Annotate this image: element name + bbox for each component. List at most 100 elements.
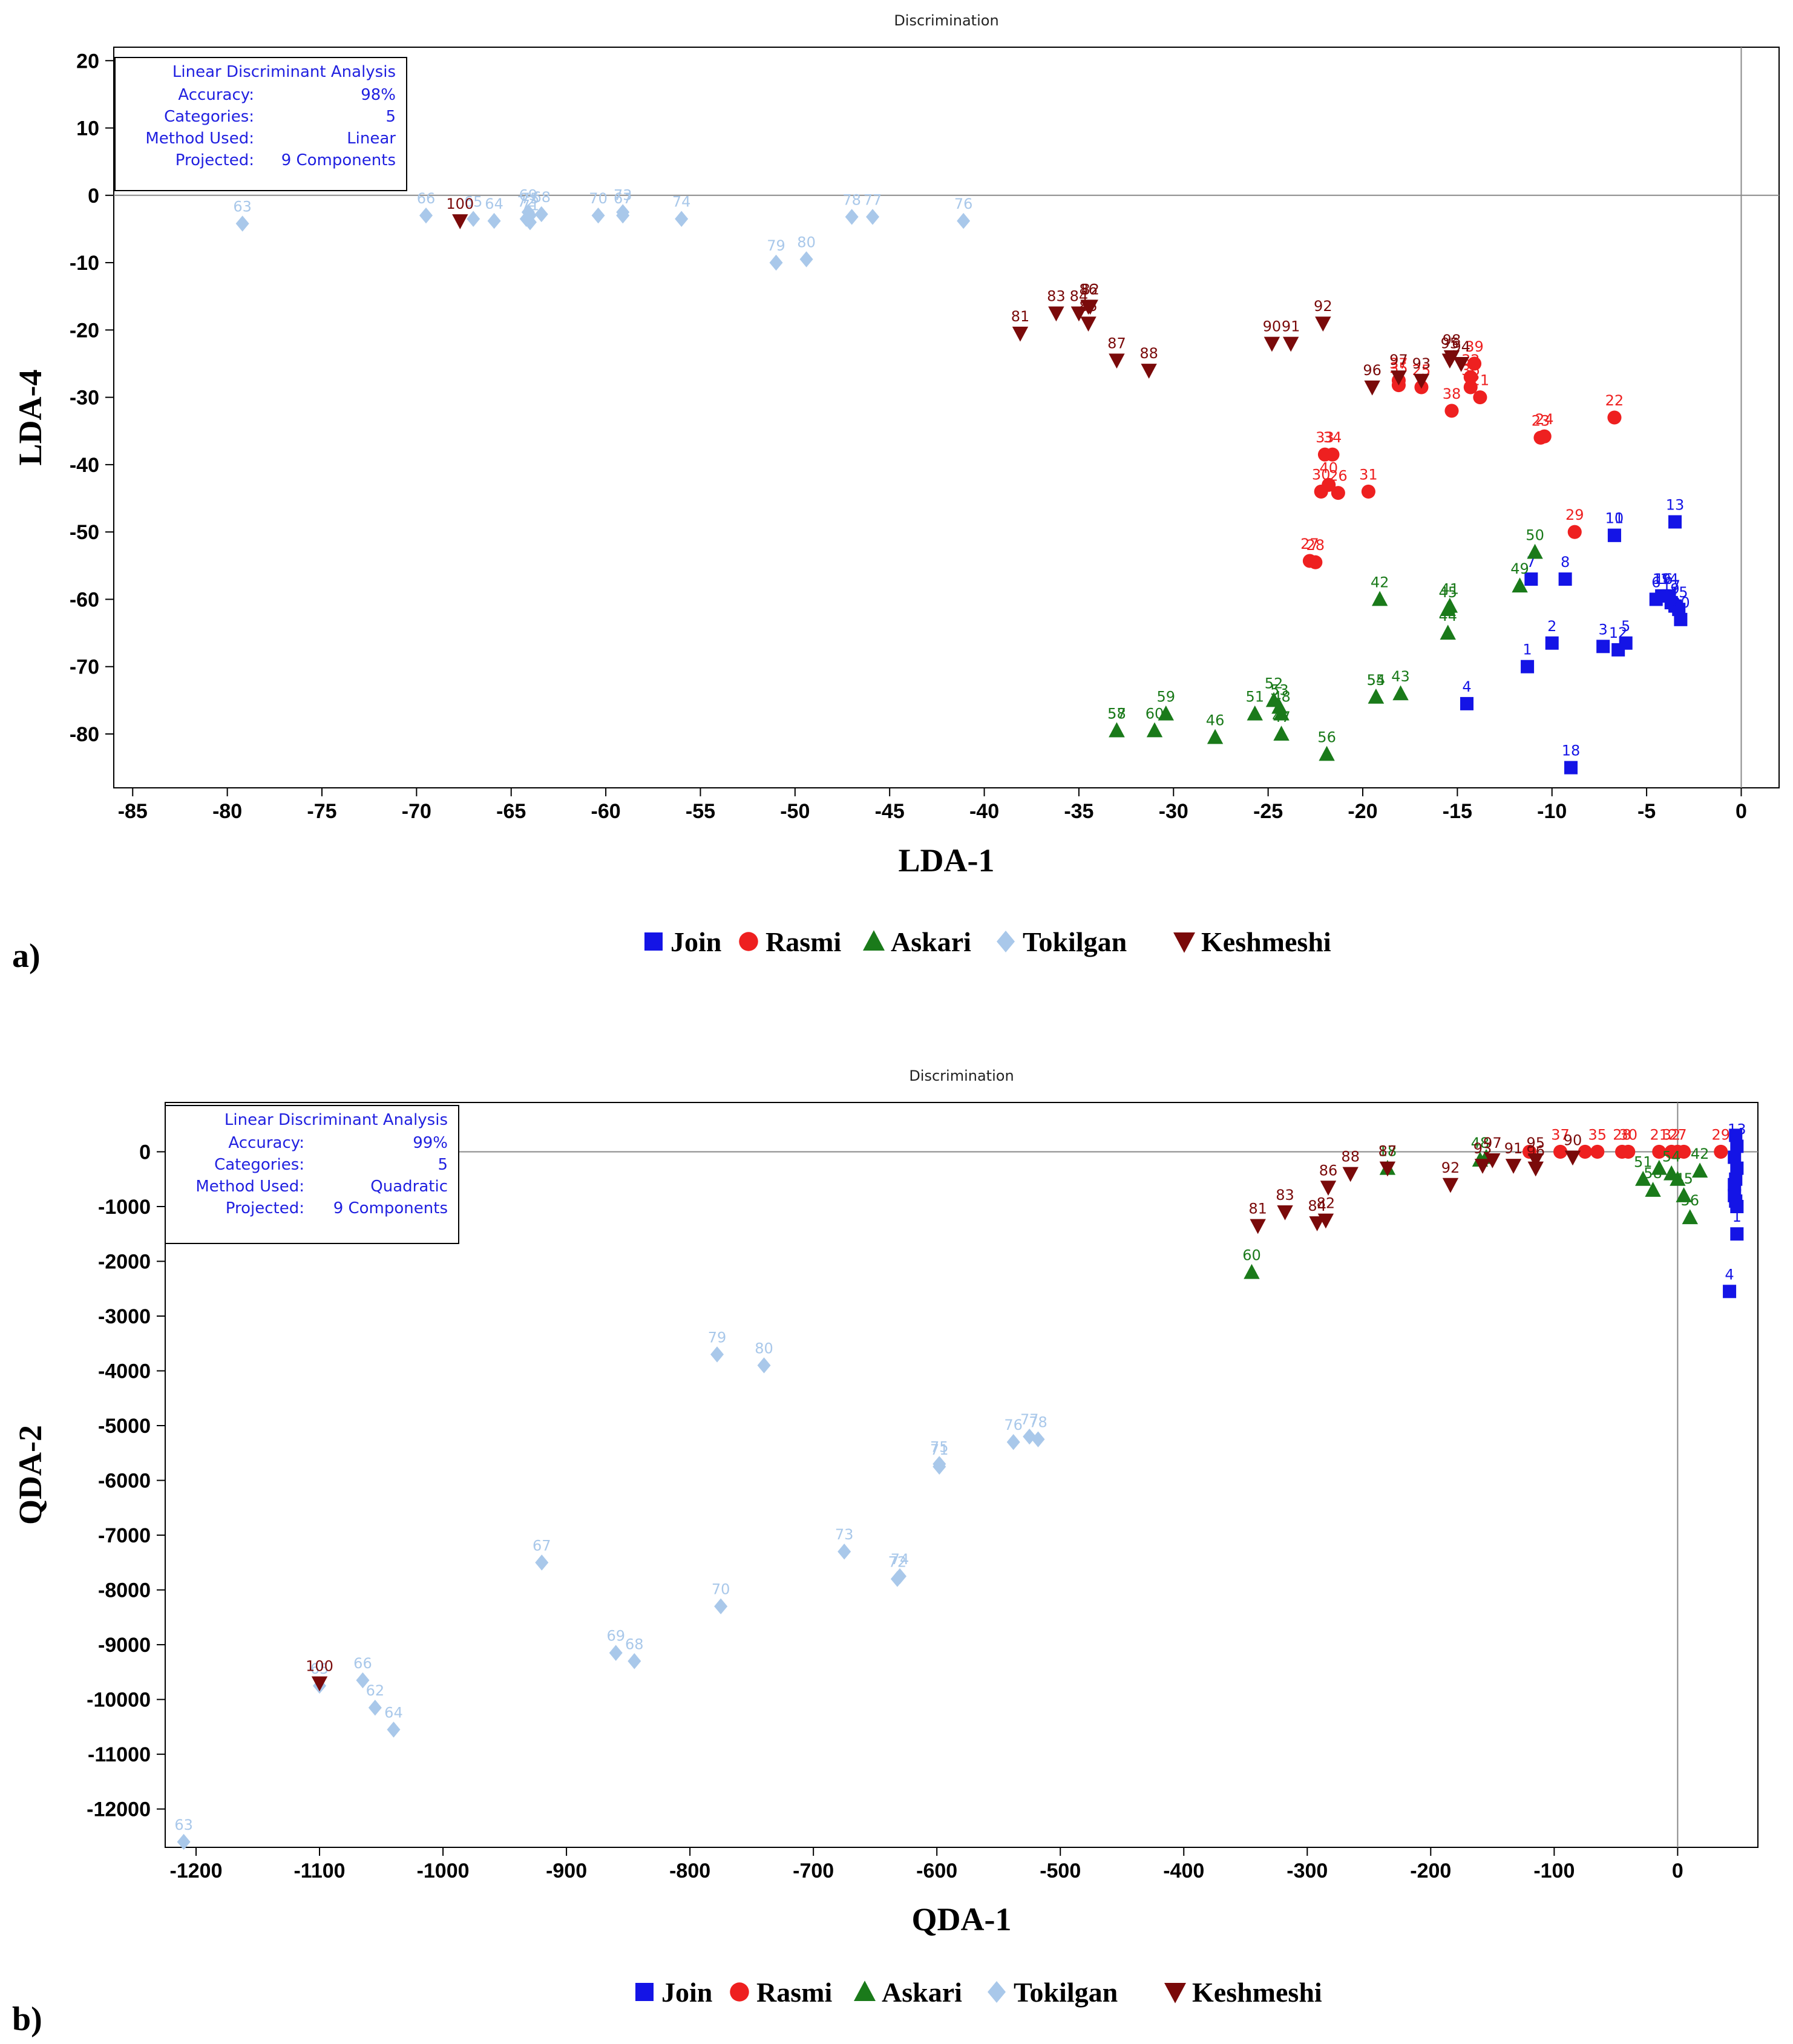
point-label: 72: [888, 1553, 907, 1570]
x-tick-label: -600: [916, 1859, 957, 1882]
legend-marker-askari: [863, 930, 885, 951]
data-point: [1282, 336, 1299, 352]
y-tick-label: -20: [70, 319, 99, 342]
point-label: 95: [1441, 335, 1460, 352]
x-tick-label: -100: [1533, 1859, 1575, 1882]
y-tick-label: -5000: [98, 1415, 151, 1438]
data-point: [710, 1346, 724, 1363]
data-point: [235, 215, 249, 232]
point-label: 56: [1317, 729, 1336, 745]
point-label: 29: [1565, 506, 1584, 523]
point-label: 41: [1441, 581, 1460, 598]
y-tick-label: -2000: [98, 1250, 151, 1273]
y-axis-label: LDA-4: [12, 370, 48, 466]
legend: Join Rasmi Askari Tokilgan Keshmeshi: [635, 1977, 1322, 2008]
point-label: 91: [1504, 1140, 1523, 1157]
legend-marker-join: [635, 1983, 654, 2001]
y-tick-label: -8000: [98, 1579, 151, 1602]
point-label: 73: [835, 1526, 854, 1543]
data-point: [1567, 525, 1582, 539]
data-point: [534, 206, 548, 223]
point-label: 100: [446, 195, 474, 212]
data-point: [387, 1721, 401, 1738]
data-point: [1364, 380, 1380, 396]
series-askari: 4142434445464748495051525354555657585960: [1107, 527, 1544, 761]
data-point: [1729, 1194, 1743, 1208]
point-label: 19: [1653, 571, 1671, 588]
point-label: 4: [1462, 678, 1471, 695]
point-label: 76: [954, 195, 973, 212]
plot-frame: [165, 1102, 1759, 1848]
point-label: 98: [1443, 332, 1461, 349]
data-point: [487, 212, 501, 229]
data-point: [1730, 1139, 1744, 1153]
point-label: 20: [1671, 594, 1690, 611]
point-label: 68: [625, 1636, 644, 1653]
series-keshmeshi: 8182838485868788909192939495969798100: [446, 195, 1470, 396]
data-point: [616, 204, 630, 220]
point-label: 77: [1020, 1411, 1039, 1428]
data-point: [1273, 726, 1290, 741]
x-tick-label: -800: [669, 1859, 710, 1882]
point-label: 23: [1532, 412, 1550, 429]
chart-title: Discrimination: [909, 1067, 1014, 1084]
x-tick-label: -300: [1287, 1859, 1328, 1882]
point-label: 48: [1471, 1135, 1490, 1151]
data-point: [1442, 1178, 1459, 1193]
point-label: 27: [1668, 1126, 1687, 1143]
legend-marker-rasmi: [739, 932, 758, 951]
point-label: 63: [233, 198, 252, 215]
data-point: [1319, 745, 1335, 761]
x-tick-label: -15: [1443, 800, 1472, 823]
point-label: 80: [797, 234, 816, 251]
data-point: [1379, 1161, 1396, 1177]
point-label: 92: [1314, 298, 1332, 315]
x-tick-label: -700: [793, 1859, 834, 1882]
point-label: 13: [1666, 496, 1685, 513]
x-tick-label: 0: [1736, 800, 1747, 823]
point-label: 14: [1660, 571, 1679, 588]
data-point: [1250, 1219, 1266, 1234]
point-label: 35: [1588, 1126, 1607, 1143]
point-label: 88: [1139, 345, 1158, 362]
point-label: 2: [1547, 618, 1556, 635]
data-point: [1578, 1144, 1592, 1159]
legend-label-askari: Askari: [891, 926, 971, 957]
data-point: [1590, 1144, 1605, 1159]
legend-label-rasmi: Rasmi: [756, 1977, 832, 2008]
point-label: 54: [1367, 672, 1386, 689]
point-label: 76: [1004, 1417, 1023, 1433]
data-point: [1368, 689, 1385, 704]
y-tick-label: -3000: [98, 1305, 151, 1328]
data-point: [1728, 1178, 1742, 1191]
data-point: [1031, 1431, 1045, 1447]
point-label: 18: [1378, 1143, 1397, 1160]
point-label: 90: [1263, 318, 1282, 335]
point-label: 87: [1107, 335, 1126, 352]
data-point: [177, 1833, 191, 1850]
x-tick-label: -1100: [293, 1859, 345, 1882]
data-point: [1728, 1150, 1742, 1164]
data-point: [799, 251, 813, 267]
point-label: 78: [842, 191, 861, 208]
data-point: [1635, 1170, 1651, 1186]
x-tick-label: -45: [875, 800, 905, 823]
info-box: [165, 1105, 459, 1244]
point-label: 81: [1248, 1201, 1267, 1217]
data-point: [1677, 1144, 1691, 1159]
point-label: 100: [306, 1657, 333, 1674]
point-label: 40: [1319, 459, 1338, 476]
point-label: 58: [1107, 705, 1126, 722]
panel-label: b): [12, 2000, 42, 2038]
panel-label: a): [12, 937, 41, 975]
data-point: [1080, 316, 1096, 332]
data-point: [1277, 1205, 1293, 1220]
data-point: [1723, 1285, 1737, 1299]
info-box-key: Accuracy:: [178, 86, 254, 104]
legend-marker-tokilgan: [988, 1981, 1006, 2003]
data-point: [1317, 1213, 1334, 1229]
x-tick-label: -10: [1537, 800, 1567, 823]
data-point: [1146, 722, 1163, 738]
y-tick-label: -7000: [98, 1524, 151, 1547]
